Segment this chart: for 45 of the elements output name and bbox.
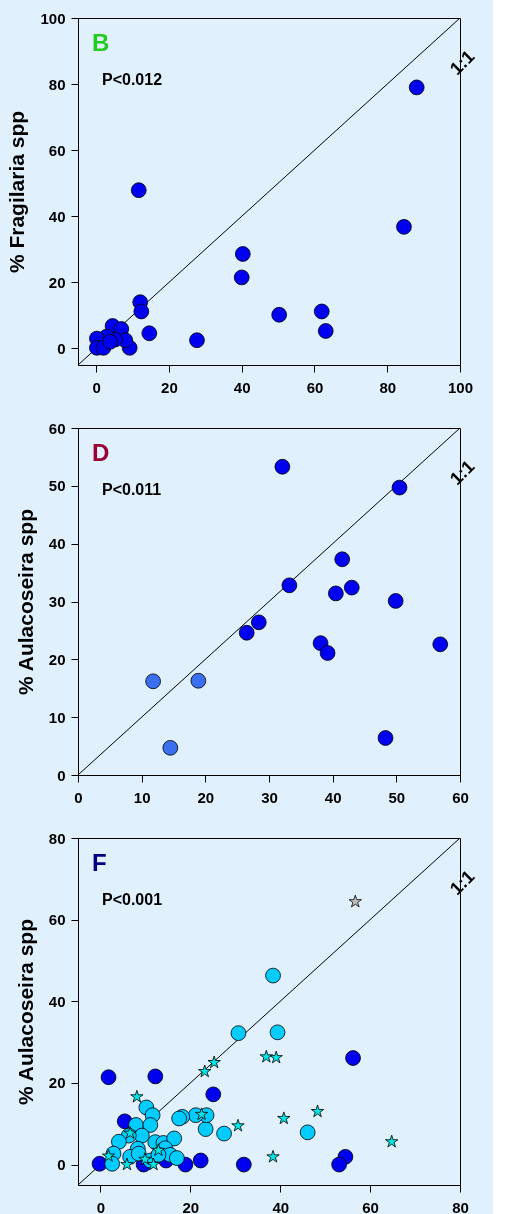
annotation: F (92, 849, 107, 876)
annotation: P<0.001 (102, 891, 163, 908)
x-tick-label: 20 (182, 1198, 200, 1214)
x-tick-label: 60 (452, 788, 469, 806)
x-tick-label: 80 (452, 1198, 469, 1214)
y-axis-title: % Aulacoseira spp (13, 509, 37, 695)
y-tick-label: 50 (48, 477, 66, 495)
x-tick-label: 0 (74, 788, 83, 806)
y-tick-label: 20 (48, 650, 66, 668)
annotation: D (92, 439, 110, 466)
y-axis-title: % Fragilaria spp (5, 110, 29, 274)
y-tick-label: 80 (48, 75, 66, 93)
y-tick-label: 10 (48, 708, 66, 726)
y-tick-label: 60 (48, 911, 66, 929)
x-tick-label: 0 (92, 378, 101, 396)
y-tick-label: 30 (48, 593, 66, 610)
x-tick-label: 60 (306, 378, 324, 396)
x-tick-label: 40 (272, 1198, 290, 1214)
y-tick-label: 0 (57, 339, 66, 357)
x-tick-label: 50 (388, 788, 406, 806)
x-tick-label: 80 (379, 378, 397, 396)
y-axis-title: % Aulacoseira spp (13, 919, 37, 1105)
y-tick-label: 20 (48, 273, 66, 291)
y-tick-label: 80 (48, 829, 66, 847)
y-tick-label: 40 (48, 992, 66, 1010)
x-tick-label: 20 (197, 788, 215, 806)
y-tick-label: 0 (57, 766, 66, 784)
x-tick-label: 0 (96, 1198, 106, 1214)
x-tick-label: 40 (324, 788, 342, 806)
y-tick-label: 40 (48, 535, 66, 553)
x-tick-label: 100 (447, 378, 474, 396)
annotation: P<0.011 (102, 481, 162, 498)
y-tick-label: 60 (48, 141, 66, 159)
annotation: B (92, 29, 110, 56)
y-tick-label: 0 (57, 1156, 66, 1174)
y-tick-label: 20 (48, 1074, 66, 1092)
annotation: P<0.012 (102, 71, 163, 88)
x-tick-label: 40 (233, 378, 251, 396)
x-tick-label: 20 (161, 378, 178, 396)
x-tick-label: 10 (133, 788, 151, 806)
y-tick-label: 60 (48, 419, 66, 437)
y-tick-label: 100 (40, 9, 66, 27)
x-tick-label: 30 (261, 788, 278, 806)
x-tick-label: 60 (362, 1198, 379, 1214)
y-tick-label: 40 (48, 207, 66, 225)
